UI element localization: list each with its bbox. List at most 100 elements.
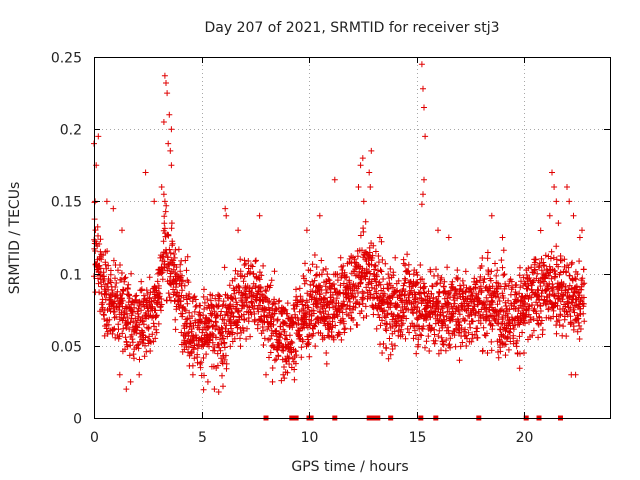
data-point — [240, 278, 247, 285]
data-point — [458, 325, 465, 331]
data-point — [271, 268, 278, 275]
data-point — [256, 212, 263, 219]
data-point — [237, 343, 244, 350]
data-point — [365, 261, 372, 267]
data-point — [174, 289, 181, 296]
data-point — [102, 261, 109, 268]
data-point — [459, 293, 466, 300]
data-point — [200, 386, 207, 393]
data-point — [191, 355, 198, 362]
data-point — [98, 283, 105, 290]
data-point — [263, 371, 269, 378]
data-point — [362, 218, 369, 225]
data-point — [304, 290, 311, 297]
data-point — [535, 334, 542, 341]
data-point — [394, 301, 401, 308]
data-point — [162, 208, 169, 215]
data-point — [482, 305, 489, 312]
data-point — [359, 288, 366, 295]
data-point — [356, 263, 362, 270]
data-point — [253, 257, 259, 264]
data-point — [537, 320, 544, 327]
data-point — [281, 320, 288, 326]
data-point — [420, 280, 427, 287]
data-point — [580, 266, 587, 273]
data-point — [494, 301, 501, 308]
data-point — [527, 317, 534, 323]
data-point — [546, 212, 553, 219]
data-point — [184, 253, 191, 260]
data-point — [158, 270, 165, 277]
data-point — [318, 287, 325, 293]
data-point — [468, 338, 475, 345]
data-point — [311, 252, 318, 258]
data-point — [325, 311, 332, 318]
data-point — [147, 348, 154, 354]
x-tick-label: 15 — [409, 430, 427, 446]
data-point — [110, 326, 117, 333]
data-point — [433, 266, 439, 273]
data-point — [169, 240, 176, 247]
data-point — [232, 267, 239, 274]
data-point — [456, 357, 463, 364]
y-axis-label: SRMTID / TECUs — [7, 182, 23, 295]
data-series — [91, 61, 588, 395]
data-point — [538, 255, 545, 262]
data-point — [440, 283, 447, 290]
data-point — [229, 310, 236, 317]
data-point — [417, 262, 424, 268]
data-point — [237, 268, 244, 275]
data-point — [227, 316, 234, 323]
data-point — [580, 300, 587, 307]
data-point — [177, 268, 184, 275]
data-point — [464, 335, 470, 342]
data-point — [271, 296, 278, 303]
data-point — [462, 326, 469, 333]
data-point — [277, 334, 283, 341]
data-point — [555, 220, 562, 227]
data-point — [354, 322, 361, 328]
data-point — [184, 300, 191, 307]
data-point — [296, 331, 303, 338]
data-point — [284, 336, 290, 343]
data-point — [135, 345, 142, 352]
data-point — [112, 284, 119, 290]
data-point — [324, 286, 330, 293]
data-point — [178, 272, 185, 279]
data-point — [521, 350, 527, 356]
data-point — [568, 320, 575, 326]
data-point — [95, 133, 102, 140]
data-point — [373, 278, 379, 285]
data-point — [526, 275, 533, 281]
data-point — [160, 191, 167, 198]
data-point — [120, 287, 127, 294]
data-point — [366, 244, 373, 251]
data-point — [387, 265, 394, 272]
data-point — [220, 383, 226, 390]
data-point — [107, 296, 114, 303]
data-point — [389, 284, 396, 291]
axis-ticks — [94, 57, 610, 419]
data-point — [359, 155, 366, 162]
data-point — [371, 285, 378, 292]
data-point — [221, 356, 228, 363]
data-point — [356, 301, 363, 308]
data-point — [288, 364, 295, 371]
data-point — [376, 234, 383, 241]
data-point — [552, 271, 559, 277]
data-point — [330, 281, 337, 287]
data-point — [500, 316, 506, 322]
data-point — [218, 308, 225, 315]
data-point — [474, 325, 481, 332]
data-point — [183, 316, 190, 323]
data-point — [519, 329, 526, 336]
data-point — [220, 298, 227, 305]
data-point — [547, 255, 554, 262]
data-point — [382, 314, 389, 321]
data-point — [260, 327, 267, 334]
data-point — [381, 307, 388, 314]
data-point — [260, 342, 267, 348]
data-point — [188, 349, 195, 356]
data-point — [249, 263, 256, 270]
data-point — [467, 324, 474, 331]
